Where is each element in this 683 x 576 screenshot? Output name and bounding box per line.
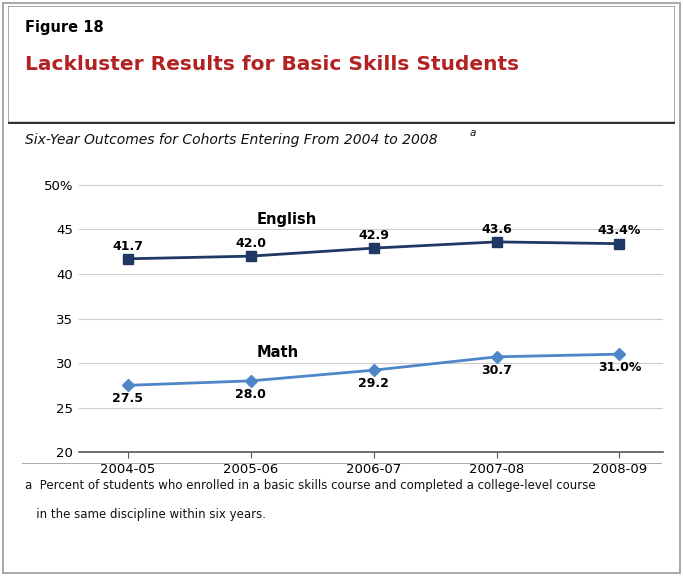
Text: 28.0: 28.0 — [235, 388, 266, 400]
Text: Six-Year Outcomes for Cohorts Entering From 2004 to 2008: Six-Year Outcomes for Cohorts Entering F… — [25, 132, 438, 147]
Text: 30.7: 30.7 — [481, 363, 512, 377]
Text: 41.7: 41.7 — [112, 240, 143, 252]
Text: 31.0%: 31.0% — [598, 361, 641, 374]
Text: 27.5: 27.5 — [112, 392, 143, 405]
Text: 29.2: 29.2 — [358, 377, 389, 390]
Text: in the same discipline within six years.: in the same discipline within six years. — [25, 508, 266, 521]
Text: 42.9: 42.9 — [358, 229, 389, 242]
Text: Figure 18: Figure 18 — [25, 20, 104, 35]
Text: 43.4%: 43.4% — [598, 225, 641, 237]
Text: English: English — [257, 212, 317, 227]
Text: 43.6: 43.6 — [481, 223, 512, 236]
Text: a  Percent of students who enrolled in a basic skills course and completed a col: a Percent of students who enrolled in a … — [25, 479, 596, 492]
Text: Math: Math — [257, 345, 299, 360]
Text: Lackluster Results for Basic Skills Students: Lackluster Results for Basic Skills Stud… — [25, 55, 519, 74]
Text: 42.0: 42.0 — [235, 237, 266, 250]
Text: a: a — [469, 128, 476, 138]
